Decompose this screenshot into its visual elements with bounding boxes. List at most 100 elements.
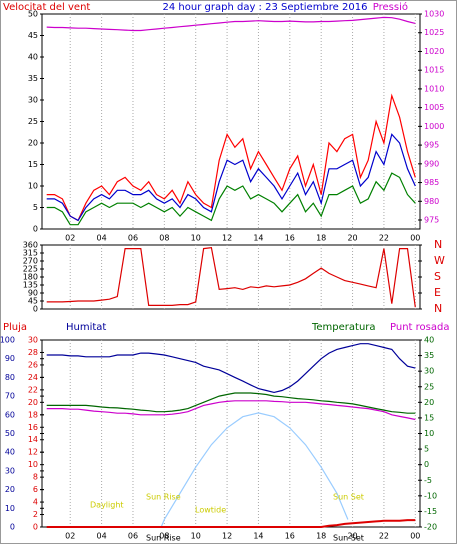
y-tick-label: 50 <box>28 10 38 19</box>
annotation: Daylight <box>90 501 124 510</box>
y-tick-label: 1010 <box>424 84 444 93</box>
y-tick-label: 6 <box>33 485 38 494</box>
y-tick-label: 25 <box>28 117 38 126</box>
y-tick-label: 18 <box>28 410 38 419</box>
y-tick-label: 1015 <box>424 66 444 75</box>
y-tick-label: 1025 <box>424 28 444 37</box>
y-tick-label: 20 <box>28 398 38 407</box>
y-tick-label: W <box>434 254 445 267</box>
y-tick-label: 10 <box>5 504 15 513</box>
x-tick-label: 16 <box>285 234 295 243</box>
temperature-label: Temperatura <box>311 322 376 333</box>
x-tick-label: 08 <box>159 532 169 541</box>
y-tick-label: 24 <box>28 373 38 382</box>
y-tick-label: 995 <box>424 141 439 150</box>
y-tick-label: 60 <box>5 410 15 419</box>
series-line <box>46 133 416 222</box>
y-tick-label: 0 <box>33 225 38 234</box>
x-tick-label: 14 <box>253 234 263 243</box>
y-tick-label: 8 <box>33 473 38 482</box>
x-tick-label: 00 <box>410 234 420 243</box>
y-tick-label: 1020 <box>424 47 444 56</box>
y-tick-label: N <box>434 238 442 251</box>
y-tick-label: 14 <box>28 435 38 444</box>
sunset-label: Sun Set <box>333 534 364 543</box>
y-tick-label: 40 <box>28 53 38 62</box>
y-tick-label: 1000 <box>424 122 444 131</box>
series-line <box>46 16 416 32</box>
y-tick-label: 10 <box>28 460 38 469</box>
y-tick-label: 980 <box>424 197 439 206</box>
series-line <box>46 93 416 222</box>
y-tick-label: 1030 <box>424 10 444 19</box>
plot-area <box>41 244 421 310</box>
x-tick-label: 16 <box>285 532 295 541</box>
y-tick-label: 26 <box>28 360 38 369</box>
y-tick-label: 100 <box>0 336 15 345</box>
y-tick-label: 225 <box>23 265 38 274</box>
series-line <box>46 392 416 414</box>
annotation: Lowtide <box>195 506 226 515</box>
y-tick-label: 20 <box>5 485 15 494</box>
x-tick-label: 22 <box>379 234 389 243</box>
series-line <box>46 247 416 308</box>
y-tick-label: 975 <box>424 216 439 225</box>
y-tick-label: 15 <box>424 413 434 422</box>
x-tick-label: 22 <box>379 532 389 541</box>
wind-label: Velocitat del vent <box>3 2 90 13</box>
y-tick-label: 4 <box>33 498 38 507</box>
y-tick-label: 45 <box>28 31 38 40</box>
x-tick-label: 02 <box>65 234 75 243</box>
y-tick-label: 40 <box>424 336 434 345</box>
chart-title: 24 hour graph day : 23 Septiembre 2016 <box>163 2 368 13</box>
rain-label: Pluja <box>3 322 27 333</box>
x-tick-label: 20 <box>347 234 357 243</box>
annotation: Sun Rise <box>146 493 181 502</box>
x-tick-label: 10 <box>191 234 201 243</box>
y-tick-label: 70 <box>5 392 15 401</box>
y-tick-label: 985 <box>424 178 439 187</box>
x-tick-label: 18 <box>316 532 326 541</box>
x-tick-label: 04 <box>97 532 107 541</box>
x-tick-label: 14 <box>253 532 263 541</box>
y-tick-label: 22 <box>28 385 38 394</box>
y-tick-label: 35 <box>28 74 38 83</box>
y-tick-label: 135 <box>23 281 38 290</box>
y-tick-label: 28 <box>28 348 38 357</box>
y-tick-label: 40 <box>5 448 15 457</box>
y-tick-label: 0 <box>424 460 429 469</box>
y-tick-label: 315 <box>23 249 38 258</box>
x-tick-label: 18 <box>316 234 326 243</box>
y-tick-label: 16 <box>28 423 38 432</box>
series-line <box>160 412 349 528</box>
x-tick-label: 12 <box>222 532 232 541</box>
y-tick-label: 30 <box>424 367 434 376</box>
plot-area <box>41 13 421 230</box>
x-tick-label: 20 <box>347 532 357 541</box>
x-tick-label: 06 <box>128 532 138 541</box>
y-tick-label: 80 <box>5 373 15 382</box>
x-tick-label: 12 <box>222 234 232 243</box>
sunrise-label: Sun Rise <box>146 534 181 543</box>
y-tick-label: 12 <box>28 448 38 457</box>
y-tick-label: 5 <box>424 445 429 454</box>
y-tick-label: 50 <box>5 429 15 438</box>
y-tick-label: -15 <box>424 507 437 516</box>
y-tick-label: 0 <box>33 305 38 314</box>
x-tick-label: 08 <box>159 234 169 243</box>
humidity-label: Humitat <box>66 322 106 333</box>
y-tick-label: 270 <box>23 257 38 266</box>
y-tick-label: 15 <box>28 160 38 169</box>
y-tick-label: S <box>434 270 441 283</box>
y-tick-label: 35 <box>424 351 434 360</box>
y-tick-label: -20 <box>424 523 437 532</box>
x-tick-label: 06 <box>128 234 138 243</box>
pressure-label: Pressió <box>373 1 408 13</box>
y-tick-label: 20 <box>28 139 38 148</box>
y-tick-label: 30 <box>5 466 15 475</box>
y-tick-label: 45 <box>28 297 38 306</box>
y-tick-label: 25 <box>424 382 434 391</box>
y-tick-label: 10 <box>28 182 38 191</box>
x-tick-label: 04 <box>97 234 107 243</box>
y-tick-label: 0 <box>33 523 38 532</box>
